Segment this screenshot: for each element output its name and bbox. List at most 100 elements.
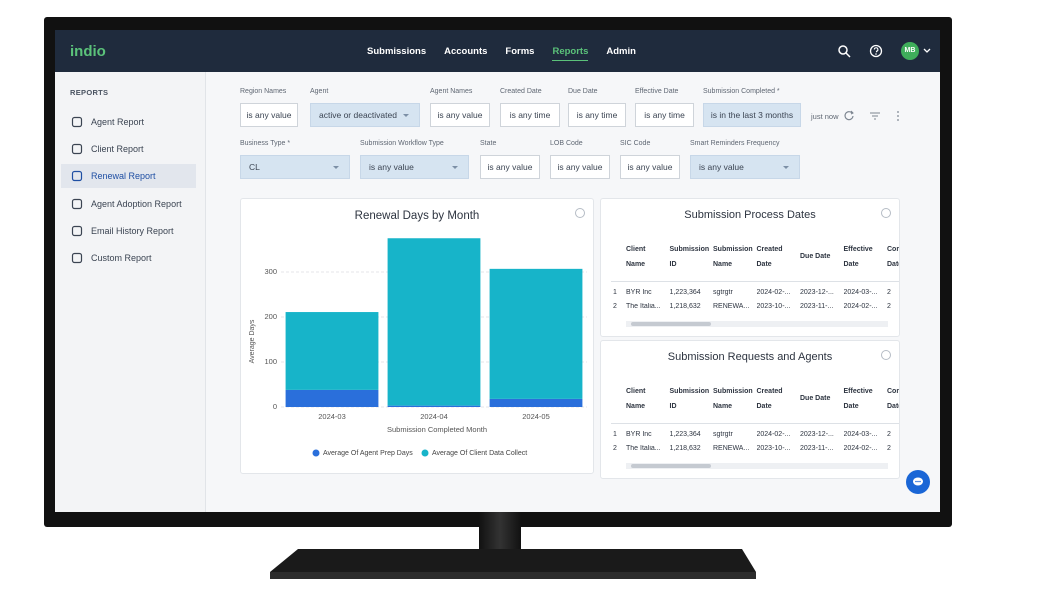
table-cell[interactable]: sgtrgtr (713, 289, 733, 296)
nav-link[interactable]: Accounts (444, 46, 488, 57)
filter-input[interactable]: is any value (550, 155, 610, 179)
nav-link[interactable]: Forms (505, 46, 535, 57)
filter-label: State (480, 140, 497, 147)
filter-input[interactable]: is any value (360, 155, 469, 179)
column-header[interactable]: Client Name (626, 388, 646, 410)
row-index: 2 (613, 303, 617, 310)
column-header[interactable]: Due Date (800, 253, 831, 260)
column-header[interactable]: Submission Name (713, 246, 753, 268)
sidebar-item[interactable]: Client Report (61, 137, 196, 161)
nav-link[interactable]: Admin (606, 46, 636, 57)
filter-input[interactable]: is any value (620, 155, 680, 179)
info-icon (881, 208, 891, 218)
column-header[interactable]: Com Date (887, 246, 899, 268)
bar-segment (489, 268, 583, 399)
table-cell[interactable]: RENEWA... (713, 303, 750, 310)
avatar-chevron[interactable] (923, 48, 931, 54)
filter-input[interactable]: is any value (480, 155, 540, 179)
table-cell[interactable]: 2024-03-... (843, 431, 878, 438)
table-cell[interactable]: 2023-10-... (756, 445, 791, 452)
logo[interactable]: indio (70, 43, 106, 60)
scroll-thumb[interactable] (631, 464, 711, 468)
table-cell[interactable]: 2024-02-... (756, 431, 791, 438)
help-icon[interactable] (869, 44, 883, 58)
filter-input[interactable]: is any time (635, 103, 694, 127)
sidebar-item[interactable]: Custom Report (61, 246, 196, 270)
table-cell[interactable]: sgtrgtr (713, 431, 733, 438)
filter-input[interactable]: is any time (568, 103, 626, 127)
chat-button[interactable] (906, 470, 930, 494)
sidebar-item[interactable]: Email History Report (61, 219, 196, 243)
header-border (611, 423, 899, 424)
sidebar-label: Agent Adoption Report (91, 198, 182, 209)
filter-input[interactable]: is any value (240, 103, 298, 127)
filter-label: Business Type * (240, 140, 291, 147)
table-cell[interactable]: 1,218,632 (669, 445, 701, 452)
column-header[interactable]: Effective Date (843, 388, 873, 410)
column-header[interactable]: Submission ID (669, 388, 710, 410)
avatar[interactable]: MB (901, 42, 919, 60)
column-header[interactable]: Created Date (756, 388, 783, 410)
filter-input[interactable]: is in the last 3 months (703, 103, 801, 127)
filter-input[interactable]: is any value (430, 103, 490, 127)
info-icon (575, 208, 585, 218)
search-icon[interactable] (837, 44, 851, 58)
table-cell[interactable]: 2023-11-... (800, 303, 834, 310)
column-header[interactable]: Client Name (626, 246, 646, 268)
sidebar-item[interactable]: Agent Adoption Report (61, 192, 196, 216)
table-cell[interactable]: 1,223,364 (669, 431, 701, 438)
filter-label: Due Date (568, 88, 598, 95)
sidebar-icon (71, 171, 83, 182)
toolbar-icons (843, 109, 908, 128)
column-header[interactable]: Com Date (887, 388, 899, 410)
table-cell[interactable]: 2023-12-... (800, 289, 834, 296)
column-header[interactable]: Submission ID (669, 246, 710, 268)
filter-input[interactable]: is any value (690, 155, 800, 179)
table-cell[interactable]: 1,223,364 (669, 289, 701, 296)
bar-segment (285, 312, 379, 390)
x-tick-label: 2024-04 (420, 412, 448, 421)
table-cell[interactable]: 2023-11-... (800, 445, 834, 452)
x-tick-label: 2024-05 (522, 412, 550, 421)
table-cell[interactable]: 2 (887, 303, 891, 310)
legend-marker (312, 449, 320, 457)
table-cell[interactable]: 2 (887, 289, 891, 296)
table-cell[interactable]: 2024-03-... (843, 289, 878, 296)
sidebar-item[interactable]: Renewal Report (61, 164, 196, 189)
table-cell[interactable]: 2023-12-... (800, 431, 834, 438)
table-cell[interactable]: 1,218,632 (669, 303, 701, 310)
bar-segment (285, 389, 379, 407)
table-cell[interactable]: 2 (887, 445, 891, 452)
nav-link[interactable]: Reports (552, 46, 589, 61)
table-cell[interactable]: The Italia... (626, 445, 661, 452)
y-tick-label: 300 (264, 267, 277, 276)
toolbar-icon[interactable] (843, 109, 908, 123)
column-header[interactable]: Effective Date (843, 246, 873, 268)
sidebar-item[interactable]: Agent Report (61, 110, 196, 134)
sidebar-icon (71, 225, 83, 236)
table-cell[interactable]: 2024-02-... (843, 303, 878, 310)
table-cell[interactable]: The Italia... (626, 303, 661, 310)
table-cell[interactable]: BYR Inc (626, 289, 652, 296)
table-cell[interactable]: 2 (887, 431, 891, 438)
nav-link[interactable]: Submissions (367, 46, 427, 57)
row-index: 1 (613, 431, 617, 438)
table-cell[interactable]: 2024-02-... (756, 289, 791, 296)
sidebar-icon (71, 198, 83, 209)
y-tick-label: 100 (264, 357, 277, 366)
sidebar-icon (71, 144, 83, 155)
column-header[interactable]: Submission Name (713, 388, 753, 410)
scroll-thumb[interactable] (631, 322, 711, 326)
filter-input[interactable]: is any time (500, 103, 560, 127)
column-header[interactable]: Created Date (756, 246, 783, 268)
table-cell[interactable]: 2024-02-... (843, 445, 878, 452)
table-cell[interactable]: 2023-10-... (756, 303, 791, 310)
filter-input[interactable]: active or deactivated (310, 103, 420, 127)
table-title: Submission Process Dates (684, 209, 816, 221)
table-cell[interactable]: RENEWA... (713, 445, 750, 452)
column-header[interactable]: Due Date (800, 395, 831, 402)
filter-input[interactable]: CL (240, 155, 350, 179)
sidebar-icon (71, 116, 83, 128)
y-tick-label: 200 (264, 312, 277, 321)
table-cell[interactable]: BYR Inc (626, 431, 652, 438)
